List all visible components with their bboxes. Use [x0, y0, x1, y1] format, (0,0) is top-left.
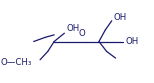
- Text: OH: OH: [125, 37, 138, 46]
- Text: OH: OH: [114, 13, 127, 21]
- Text: OH: OH: [67, 24, 80, 33]
- Text: O: O: [79, 29, 86, 38]
- Text: O—CH₃: O—CH₃: [0, 58, 32, 67]
